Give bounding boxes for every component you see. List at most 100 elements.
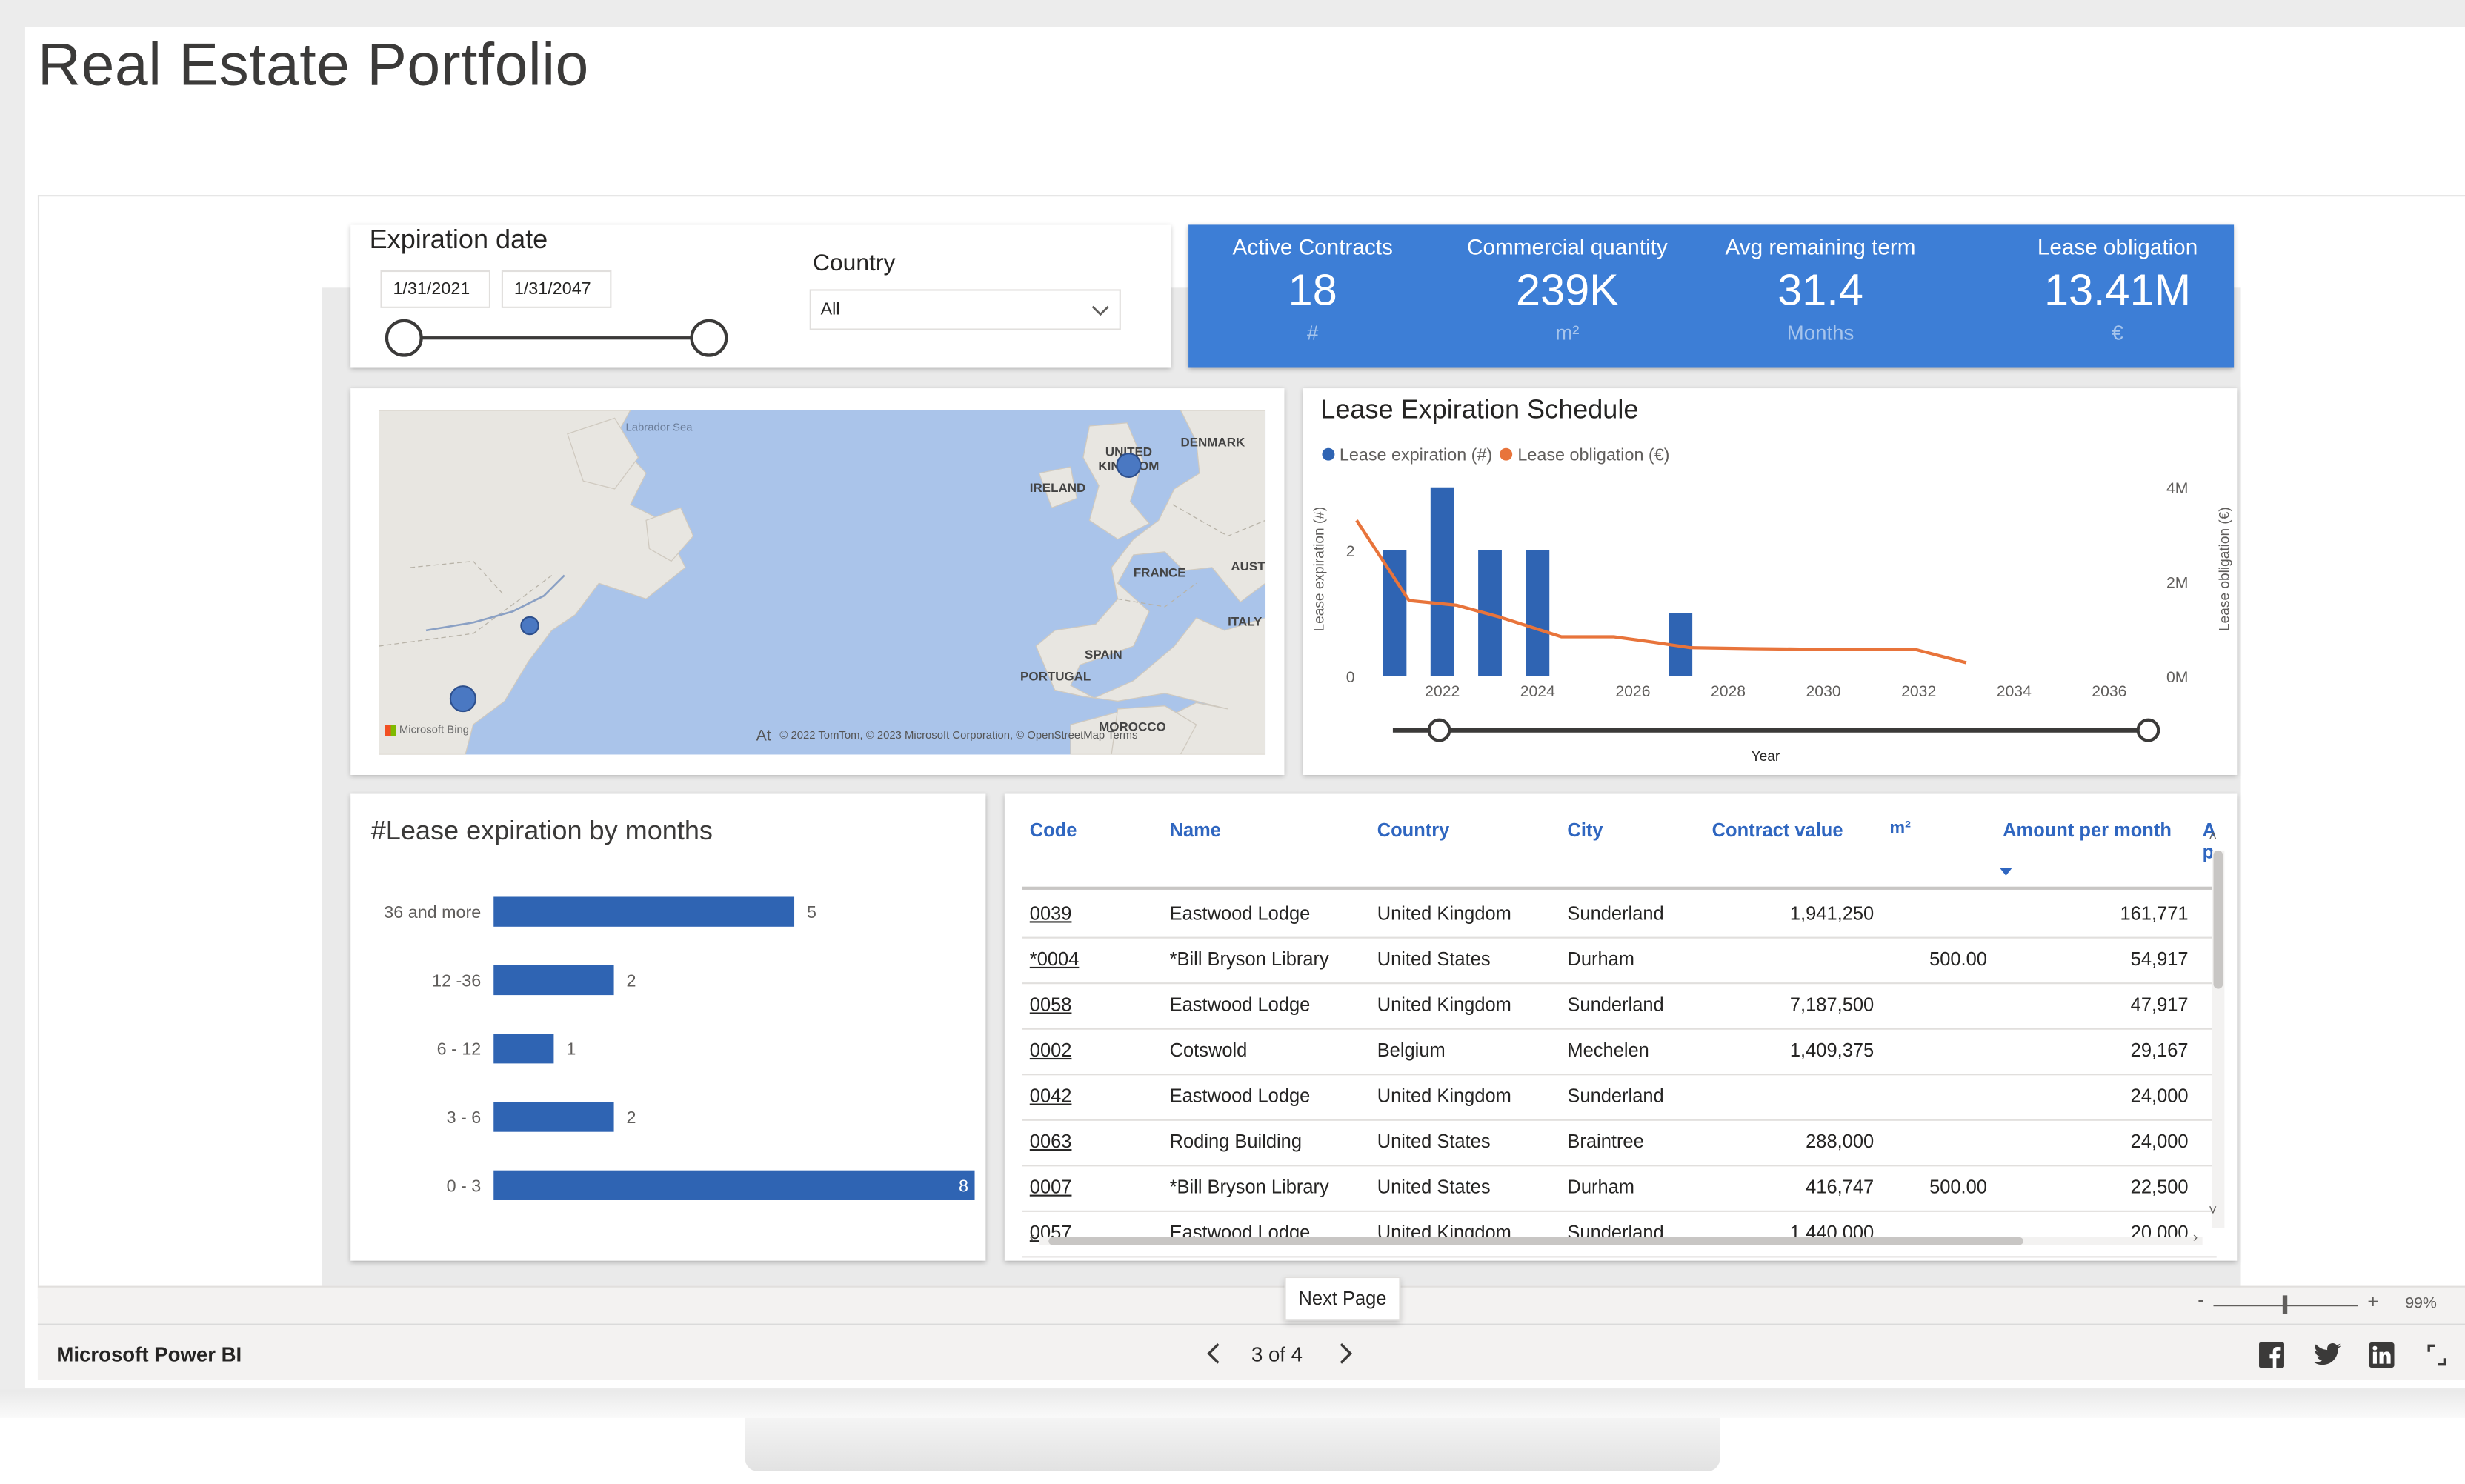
end-date-input[interactable]: 1/31/2047 (501, 270, 612, 308)
fullscreen-icon[interactable] (2427, 1344, 2446, 1366)
bar[interactable] (1383, 550, 1407, 676)
kpi-title: Commercial quantity (1467, 234, 1668, 260)
months-chart-title: #Lease expiration by months (370, 816, 713, 846)
x-axis-label: Year (1751, 748, 1780, 765)
linkedin-icon[interactable] (2369, 1342, 2395, 1368)
zoom-in-icon[interactable]: + (2367, 1290, 2379, 1313)
legend-item[interactable]: Lease obligation (€) (1517, 446, 1670, 466)
start-date-input[interactable]: 1/31/2021 (380, 270, 491, 308)
code-link[interactable]: *0004 (1029, 948, 1080, 971)
country-dropdown[interactable]: All (809, 289, 1121, 330)
category-label: 12 -36 (432, 971, 481, 990)
map-basemap (379, 410, 1266, 755)
column-header[interactable]: City (1567, 819, 1603, 842)
code-link[interactable]: 0058 (1029, 993, 1072, 1016)
column-header[interactable]: Amount per month (2003, 819, 2172, 842)
sort-desc-icon[interactable] (1998, 868, 2014, 877)
date-range-start-handle[interactable] (385, 319, 423, 357)
map-point[interactable] (449, 685, 476, 713)
previous-page-icon[interactable] (1204, 1341, 1222, 1366)
row-divider (1022, 1119, 2217, 1121)
horizontal-scrollbar[interactable] (1039, 1237, 2203, 1245)
power-bi-brand[interactable]: Microsoft Power BI (56, 1342, 242, 1366)
row-divider (1022, 936, 2217, 939)
map-view[interactable]: Labrador Sea UNITED KINGDOM DENMARK IREL… (379, 410, 1266, 755)
vertical-scrollbar[interactable] (2212, 850, 2225, 1228)
zoom-out-icon[interactable]: - (2198, 1288, 2204, 1311)
map-attribution[interactable]: © 2022 TomTom, © 2023 Microsoft Corporat… (779, 731, 1138, 742)
year-range-end-handle[interactable] (2136, 718, 2160, 742)
column-header[interactable]: Code (1029, 819, 1077, 842)
table-cell: Eastwood Lodge (1169, 993, 1311, 1016)
map-point[interactable] (1116, 453, 1142, 479)
column-header[interactable]: m² (1889, 819, 1911, 838)
column-header[interactable]: Name (1169, 819, 1221, 842)
bar[interactable] (493, 1034, 554, 1064)
year-range-start-handle[interactable] (1427, 718, 1451, 742)
bar[interactable] (1526, 550, 1550, 676)
report-window: Real Estate Portfolio Expiration date 1/… (24, 27, 2465, 1388)
vertical-scroll-thumb[interactable] (2213, 850, 2223, 989)
date-range-end-handle[interactable] (690, 319, 728, 357)
horizontal-scroll-thumb[interactable] (1048, 1237, 2023, 1245)
x-tick-label: 2030 (1806, 683, 1841, 700)
months-chart-card: #Lease expiration by months 36 and more 5… (350, 793, 986, 1261)
code-link[interactable]: 0007 (1029, 1176, 1072, 1198)
data-label: 1 (566, 1039, 576, 1059)
kpi-value: 18 (1288, 265, 1337, 315)
table-cell: 161,771 (2120, 902, 2189, 925)
lease-schedule-plot[interactable]: 2022 2024 2026 2028 2030 2032 2034 2036 0 2 0M 2M 4M (1303, 388, 2237, 775)
scroll-down-icon[interactable]: ˅ (2209, 1202, 2218, 1219)
table-cell: 22,500 (2130, 1176, 2189, 1198)
code-link[interactable]: 0002 (1029, 1039, 1072, 1062)
bar[interactable] (493, 1102, 614, 1132)
data-label: 5 (807, 902, 816, 922)
zoom-level[interactable]: 99% (2405, 1295, 2437, 1313)
year-range-track (1392, 728, 2148, 733)
monitor-stand (745, 1417, 1720, 1472)
report-canvas: Expiration date 1/31/2021 1/31/2047 Coun… (37, 195, 2465, 1300)
kpi-title: Avg remaining term (1725, 234, 1916, 260)
facebook-icon[interactable] (2259, 1342, 2284, 1368)
y-left-tick-label: 0 (1346, 669, 1355, 686)
map-point[interactable] (520, 616, 539, 636)
bar[interactable] (493, 896, 795, 927)
bing-logo: Microsoft Bing (385, 725, 469, 736)
scroll-right-icon[interactable]: › (2192, 1229, 2198, 1245)
table-cell: 54,917 (2130, 948, 2189, 971)
lease-schedule-card: Lease Expiration Schedule Lease expirati… (1303, 388, 2238, 776)
code-link[interactable]: 0042 (1029, 1085, 1072, 1107)
scroll-left-icon[interactable]: ‹ (1029, 1229, 1035, 1245)
bar[interactable] (1430, 487, 1454, 676)
scroll-up-icon[interactable]: ˄ (2209, 828, 2218, 845)
column-header[interactable]: Contract value (1711, 819, 1843, 842)
map-label: MOROCCO (1099, 719, 1166, 734)
kpi-unit: m² (1555, 320, 1580, 345)
row-divider (1022, 1028, 2217, 1030)
table-cell: Durham (1567, 948, 1635, 971)
y-right-tick-label: 2M (2166, 575, 2188, 592)
column-header[interactable]: p (2202, 841, 2215, 863)
code-link[interactable]: 0039 (1029, 902, 1072, 925)
column-header[interactable]: Country (1377, 819, 1450, 842)
table-cell: Braintree (1567, 1130, 1644, 1153)
months-chart-plot[interactable]: 36 and more 5 12 -36 2 6 - 12 1 3 - 6 2 0 - 3 8 (350, 794, 985, 1261)
category-label: 3 - 6 (447, 1108, 482, 1127)
zoom-thumb[interactable] (2282, 1295, 2288, 1314)
bar[interactable] (493, 1170, 975, 1200)
map-card: Labrador Sea UNITED KINGDOM DENMARK IREL… (350, 388, 1285, 776)
y-left-tick-label: 2 (1346, 543, 1355, 560)
x-tick-label: 2022 (1425, 683, 1460, 700)
legend-item[interactable]: Lease expiration (#) (1339, 446, 1493, 466)
obligation-line[interactable] (1355, 519, 1967, 665)
table-cell: Durham (1567, 1176, 1635, 1198)
code-link[interactable]: 0063 (1029, 1130, 1072, 1153)
bar[interactable] (493, 965, 614, 996)
next-page-icon[interactable] (1337, 1341, 1355, 1366)
legend-swatch (1500, 447, 1513, 461)
y-right-tick-label: 4M (2166, 480, 2188, 497)
row-divider (1022, 1165, 2217, 1167)
zoom-slider[interactable]: - + (2198, 1289, 2378, 1316)
column-header[interactable]: A (2202, 819, 2217, 842)
twitter-icon[interactable] (2314, 1342, 2341, 1366)
